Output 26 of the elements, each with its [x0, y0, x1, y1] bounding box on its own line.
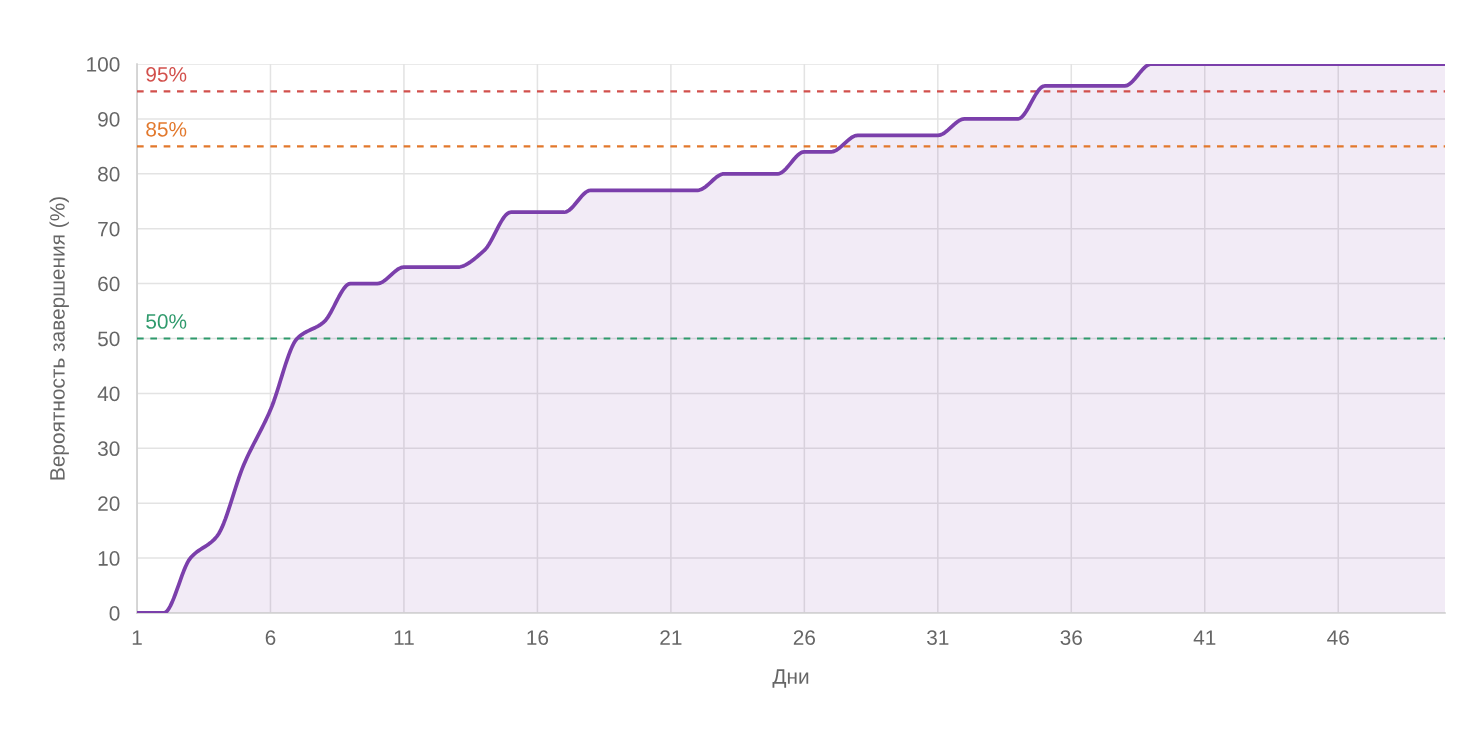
y-tick-label: 30	[97, 441, 120, 457]
y-tick-label: 90	[98, 111, 120, 127]
x-tick-label: 31	[927, 630, 949, 645]
x-tick-label: 26	[793, 630, 816, 645]
y-axis-title: Вероятность завершения (%)	[49, 197, 69, 480]
x-tick-label: 6	[265, 630, 276, 645]
y-tick-label: 70	[98, 221, 120, 237]
y-tick-label: 0	[109, 606, 120, 621]
x-tick-label: 21	[660, 630, 682, 645]
x-tick-label: 16	[527, 630, 549, 645]
y-tick-label: 50	[98, 331, 120, 347]
ref-line-label: 50%	[146, 314, 187, 329]
ref-line-label: 85%	[146, 121, 187, 137]
y-tick-label: 60	[98, 276, 120, 292]
x-tick-label: 1	[132, 630, 142, 645]
ref-line-label: 95%	[146, 67, 187, 82]
y-tick-label: 10	[98, 551, 120, 566]
x-axis-title: Дни	[772, 669, 809, 688]
x-tick-label: 41	[1193, 630, 1216, 645]
y-tick-label: 80	[98, 166, 120, 182]
y-tick-label: 20	[98, 496, 120, 511]
x-tick-label: 11	[394, 630, 414, 645]
x-tick-label: 46	[1327, 630, 1349, 645]
x-tick-label: 36	[1060, 630, 1082, 645]
y-tick-label: 40	[97, 386, 120, 402]
y-tick-label: 100	[87, 57, 120, 72]
